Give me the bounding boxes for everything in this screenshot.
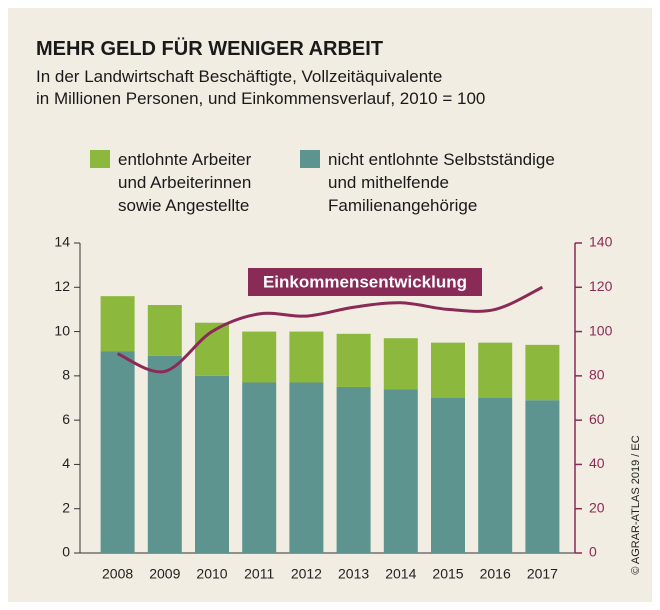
bar-segment xyxy=(336,386,371,553)
bar-segment xyxy=(100,296,135,352)
x-tick-label: 2010 xyxy=(196,566,227,582)
y-tick-label: 4 xyxy=(62,455,70,471)
x-tick-label: 2016 xyxy=(480,566,511,582)
annotation: Einkommensentwicklung xyxy=(263,272,467,291)
legend-label: entlohnte Arbeiter und Arbeiterinnen sow… xyxy=(118,150,252,215)
y2-tick-label: 20 xyxy=(589,499,605,515)
y2-tick-label: 0 xyxy=(589,544,597,560)
y-tick-label: 12 xyxy=(54,278,70,294)
credit: © AGRAR-ATLAS 2019 / EC xyxy=(630,435,642,574)
x-tick-label: 2008 xyxy=(102,566,133,582)
bar-segment xyxy=(195,375,229,553)
bar-segment xyxy=(478,342,513,398)
bar-segment xyxy=(289,382,324,553)
income-line xyxy=(116,285,544,374)
y-tick-label: 8 xyxy=(62,367,70,383)
y-tick-label: 10 xyxy=(54,322,70,338)
x-tick-label: 2009 xyxy=(149,566,180,582)
bar-segment xyxy=(242,382,277,553)
x-tick-label: 2013 xyxy=(338,566,369,582)
x-tick-label: 2015 xyxy=(432,566,463,582)
y2-tick-label: 100 xyxy=(589,322,613,338)
chart-title: MEHR GELD FÜR WENIGER ARBEIT xyxy=(36,38,384,60)
y2-tick-label: 60 xyxy=(589,411,605,427)
x-tick-label: 2012 xyxy=(291,566,322,582)
bar-segment xyxy=(383,389,418,553)
y2-tick-label: 80 xyxy=(589,367,605,383)
bar-segment xyxy=(431,342,465,398)
bar-segment xyxy=(336,333,371,387)
bar-segment xyxy=(289,331,324,383)
y-tick-label: 2 xyxy=(62,499,70,515)
legend-label: nicht entlohnte Selbstständige und mithe… xyxy=(328,150,555,215)
y2-tick-label: 120 xyxy=(589,278,613,294)
bar-segment xyxy=(147,305,182,356)
bar-segment xyxy=(100,351,135,553)
x-tick-label: 2017 xyxy=(527,566,558,582)
bar-segment xyxy=(383,338,418,390)
bar-segment xyxy=(147,355,182,553)
y2-tick-label: 40 xyxy=(589,455,605,471)
bar-segment xyxy=(525,344,560,401)
y-tick-label: 14 xyxy=(54,234,70,250)
x-tick-label: 2014 xyxy=(385,566,416,582)
bar-segment xyxy=(525,400,560,553)
x-tick-label: 2011 xyxy=(244,566,274,582)
subtitle: In der Landwirtschaft Beschäftigte, Voll… xyxy=(36,67,486,108)
y-tick-label: 6 xyxy=(62,411,70,427)
y2-tick-label: 140 xyxy=(589,234,613,250)
bar-segment xyxy=(478,398,513,553)
annotation-box xyxy=(248,268,482,296)
legend-swatch xyxy=(300,150,320,168)
bar-segment xyxy=(242,331,277,383)
y-tick-label: 0 xyxy=(62,544,70,560)
bar-segment xyxy=(431,398,465,553)
legend-swatch xyxy=(90,150,110,168)
